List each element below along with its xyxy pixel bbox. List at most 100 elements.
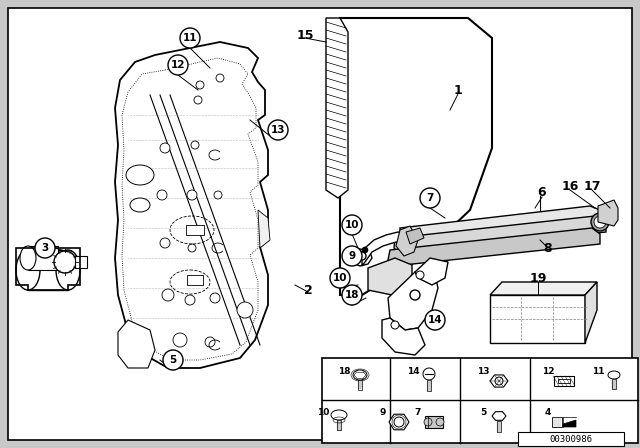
Text: 14: 14 (428, 315, 442, 325)
Text: 7: 7 (426, 193, 434, 203)
Bar (427, 380, 431, 391)
Bar (75, 256, 87, 268)
Polygon shape (400, 206, 600, 240)
Text: 00300986: 00300986 (550, 435, 593, 444)
Circle shape (362, 247, 368, 253)
Polygon shape (258, 210, 270, 248)
Ellipse shape (331, 410, 347, 420)
Polygon shape (115, 42, 268, 368)
Circle shape (216, 74, 224, 82)
Ellipse shape (56, 250, 80, 290)
Text: 17: 17 (583, 180, 601, 193)
Bar (497, 421, 501, 432)
Ellipse shape (126, 165, 154, 185)
Circle shape (342, 285, 362, 305)
Text: 18: 18 (345, 290, 359, 300)
Bar (28, 246, 58, 270)
Circle shape (342, 246, 362, 266)
Text: 19: 19 (529, 271, 547, 284)
Circle shape (160, 143, 170, 153)
Circle shape (168, 55, 188, 75)
Text: 7: 7 (415, 408, 421, 417)
Circle shape (160, 238, 170, 248)
Text: 2: 2 (303, 284, 312, 297)
Text: 9: 9 (380, 408, 386, 417)
Circle shape (436, 418, 444, 426)
Text: 13: 13 (271, 125, 285, 135)
Circle shape (358, 252, 366, 260)
Circle shape (180, 28, 200, 48)
Circle shape (342, 215, 362, 235)
Circle shape (173, 333, 187, 347)
Circle shape (268, 120, 288, 140)
Bar (490, 295, 585, 343)
Circle shape (423, 368, 435, 380)
Polygon shape (362, 232, 406, 266)
Text: 5: 5 (480, 408, 486, 417)
Text: 5: 5 (170, 355, 177, 365)
Circle shape (410, 290, 420, 300)
Circle shape (424, 418, 432, 426)
Circle shape (237, 302, 253, 318)
Bar (518, 432, 624, 446)
Circle shape (191, 141, 199, 149)
Text: 14: 14 (406, 366, 419, 375)
Polygon shape (492, 412, 506, 420)
Polygon shape (396, 226, 418, 256)
Polygon shape (326, 18, 348, 198)
Circle shape (187, 190, 197, 200)
Bar (322, 358, 638, 443)
Polygon shape (563, 420, 576, 427)
Polygon shape (348, 248, 372, 266)
Circle shape (330, 268, 350, 288)
Circle shape (420, 188, 440, 208)
Ellipse shape (16, 250, 40, 290)
Text: 12: 12 (171, 60, 185, 70)
Circle shape (210, 293, 220, 303)
Polygon shape (118, 320, 155, 368)
Polygon shape (406, 228, 424, 244)
Polygon shape (490, 375, 508, 387)
Polygon shape (368, 258, 412, 295)
Ellipse shape (130, 198, 150, 212)
Text: 11: 11 (183, 33, 197, 43)
Bar (186, 225, 204, 235)
Polygon shape (388, 272, 438, 330)
Text: 18: 18 (338, 366, 350, 375)
Bar (28, 250, 68, 290)
Circle shape (495, 377, 503, 385)
Circle shape (162, 289, 174, 301)
Ellipse shape (353, 370, 367, 380)
Polygon shape (554, 376, 574, 386)
Text: 3: 3 (42, 243, 49, 253)
Text: 9: 9 (348, 251, 356, 261)
Circle shape (591, 213, 609, 231)
Polygon shape (598, 200, 618, 226)
Bar (612, 379, 616, 389)
Text: 10: 10 (333, 273, 348, 283)
Polygon shape (389, 414, 409, 430)
Text: 16: 16 (561, 180, 579, 193)
Text: 12: 12 (541, 366, 554, 375)
Ellipse shape (608, 371, 620, 379)
Circle shape (205, 337, 215, 347)
Circle shape (185, 295, 195, 305)
Polygon shape (340, 18, 492, 295)
Bar (187, 275, 203, 285)
Circle shape (196, 81, 204, 89)
Polygon shape (388, 228, 600, 266)
Polygon shape (585, 282, 597, 343)
Bar (337, 420, 341, 430)
Circle shape (425, 310, 445, 330)
Polygon shape (382, 318, 425, 355)
Polygon shape (415, 258, 448, 285)
Text: 10: 10 (345, 220, 359, 230)
Text: 6: 6 (538, 185, 547, 198)
Bar (358, 380, 362, 390)
Polygon shape (490, 282, 597, 295)
Circle shape (391, 321, 399, 329)
Bar (552, 417, 562, 427)
Ellipse shape (20, 246, 36, 270)
Text: 15: 15 (296, 29, 314, 42)
Circle shape (394, 417, 404, 427)
